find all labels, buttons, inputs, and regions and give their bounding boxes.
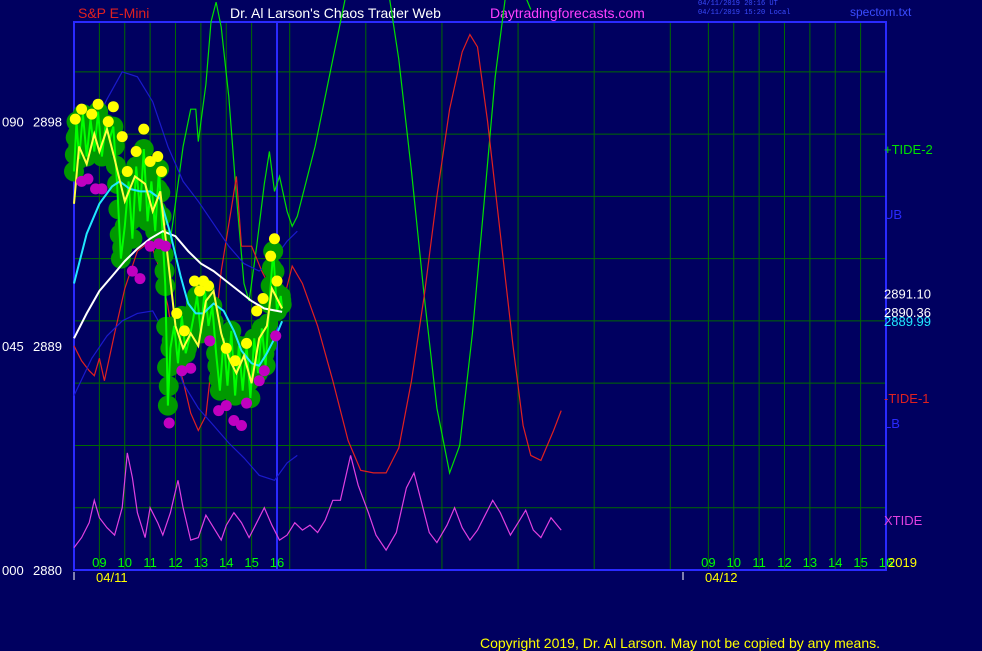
low-point	[134, 273, 146, 285]
x-tick-label: 13	[803, 555, 817, 570]
high-point	[86, 108, 98, 120]
series-ub	[73, 71, 298, 272]
series-ma-yellow	[73, 125, 283, 384]
low-point	[144, 240, 156, 252]
high-point	[257, 292, 269, 304]
x-tick-label: 16	[270, 555, 284, 570]
right-label: 2891.10	[884, 287, 931, 302]
high-point	[107, 101, 119, 113]
high-point	[156, 165, 168, 177]
y-tick-left-label: 090	[2, 115, 24, 130]
right-label: -TIDE-1	[884, 391, 930, 406]
timestamp-block: 04/11/2019 20:16 UT 04/11/2019 15:20 Loc…	[698, 0, 790, 18]
high-point	[194, 285, 206, 297]
low-point	[204, 335, 216, 347]
x-tick-label: 12	[168, 555, 182, 570]
x-tick-label: 14	[219, 555, 233, 570]
x-tick-label: 10	[727, 555, 741, 570]
right-label: XTIDE	[884, 513, 923, 528]
high-point	[271, 275, 283, 287]
low-point	[185, 362, 197, 374]
year-label: 2019	[888, 555, 917, 570]
high-point	[138, 123, 150, 135]
x-tick-label: 16	[879, 555, 893, 570]
x-tick-label: 14	[828, 555, 842, 570]
low-point	[241, 397, 253, 409]
right-label: 2890.36	[884, 305, 931, 320]
y-tick-left-label: 045	[2, 339, 24, 354]
file-name: spectom.txt	[850, 5, 912, 19]
x-tick-label: 09	[92, 555, 106, 570]
high-point	[229, 355, 241, 367]
right-label: +TIDE-2	[884, 142, 933, 157]
y-tick-left-label: 000	[2, 563, 24, 578]
symbol-title: S&P E-Mini	[78, 5, 150, 21]
y-tick-label: 2898	[33, 115, 62, 130]
x-tick-label: 10	[118, 555, 132, 570]
high-point	[69, 113, 81, 125]
low-point	[96, 183, 108, 195]
series-lb	[73, 310, 298, 482]
x-tick-label: 12	[777, 555, 791, 570]
low-point	[235, 420, 247, 432]
y-tick-label: 2880	[33, 563, 62, 578]
timestamp-local: 04/11/2019 15:20 Local	[698, 9, 791, 17]
low-point	[270, 330, 282, 342]
high-point	[220, 342, 232, 354]
high-point	[265, 250, 277, 262]
high-point	[202, 280, 214, 292]
x-tick-label: 09	[701, 555, 715, 570]
y-tick-label: 2889	[33, 339, 62, 354]
low-point	[176, 365, 188, 377]
high-point	[76, 103, 88, 115]
x-tick-label: 15	[853, 555, 867, 570]
low-point	[126, 265, 138, 277]
high-point	[152, 151, 164, 163]
high-point	[268, 233, 280, 245]
high-point	[171, 307, 183, 319]
series--tide-1	[73, 33, 562, 474]
right-label: 2889.99	[884, 314, 931, 329]
copyright-notice: Copyright 2019, Dr. Al Larson. May not b…	[480, 635, 881, 651]
high-point	[121, 165, 133, 177]
series-ma-white	[73, 230, 283, 339]
low-point	[220, 400, 232, 412]
high-point	[251, 305, 263, 317]
site-url[interactable]: Daytradingforecasts.com	[490, 5, 645, 21]
site-title: Dr. Al Larson's Chaos Trader Web	[230, 5, 441, 21]
high-point	[102, 116, 114, 128]
x-tick-label: 15	[244, 555, 258, 570]
date-label: 04/12	[705, 570, 738, 585]
high-point	[241, 337, 253, 349]
low-point	[253, 375, 265, 387]
x-tick-label: 11	[143, 555, 157, 570]
x-tick-label: 13	[194, 555, 208, 570]
low-point	[159, 240, 171, 252]
high-point	[178, 325, 190, 337]
timestamp-utc: 04/11/2019 20:16 UT	[698, 0, 778, 8]
series--tide-2	[162, 0, 532, 476]
low-point	[163, 417, 175, 429]
right-label: LB	[884, 416, 900, 431]
low-point	[258, 365, 270, 377]
high-point	[189, 275, 201, 287]
date-label: 04/11	[96, 570, 128, 585]
x-tick-label: 11	[752, 555, 766, 570]
right-label: UB	[884, 207, 902, 222]
high-point	[116, 131, 128, 143]
low-point	[82, 173, 94, 185]
high-point	[130, 146, 142, 158]
high-point	[92, 98, 104, 110]
series-xtide	[73, 452, 562, 552]
